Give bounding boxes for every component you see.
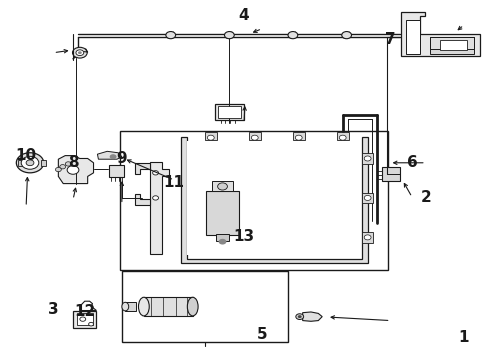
Text: 11: 11: [164, 175, 185, 190]
Polygon shape: [150, 162, 169, 253]
Circle shape: [78, 51, 82, 54]
Bar: [73, 311, 97, 328]
Bar: [125, 302, 136, 311]
Bar: [144, 297, 193, 316]
Circle shape: [153, 171, 159, 175]
Bar: [41, 160, 46, 166]
Bar: [206, 192, 239, 234]
Bar: [249, 132, 261, 140]
Circle shape: [60, 165, 66, 169]
Ellipse shape: [187, 297, 198, 316]
Bar: [293, 132, 305, 140]
Ellipse shape: [122, 302, 129, 311]
Text: 7: 7: [385, 32, 396, 47]
Text: 4: 4: [239, 8, 249, 23]
Circle shape: [219, 239, 226, 244]
Bar: [109, 165, 124, 177]
Text: 3: 3: [48, 302, 59, 317]
Bar: [121, 131, 388, 270]
Circle shape: [364, 156, 371, 161]
Circle shape: [364, 235, 371, 240]
Bar: [362, 232, 373, 243]
Text: 10: 10: [16, 148, 37, 163]
Polygon shape: [181, 137, 368, 263]
Bar: [430, 37, 474, 54]
Text: 13: 13: [233, 229, 255, 244]
Polygon shape: [401, 12, 480, 56]
Circle shape: [76, 50, 84, 55]
Bar: [77, 314, 93, 325]
Bar: [337, 132, 348, 140]
Bar: [18, 160, 23, 166]
Circle shape: [16, 153, 44, 173]
Circle shape: [166, 32, 175, 39]
Circle shape: [73, 47, 87, 58]
Polygon shape: [303, 312, 322, 321]
Text: 8: 8: [68, 155, 78, 170]
Text: 6: 6: [407, 155, 417, 170]
Circle shape: [26, 160, 34, 166]
Bar: [215, 104, 244, 120]
Text: 1: 1: [459, 329, 469, 345]
Circle shape: [251, 135, 258, 140]
Bar: [187, 141, 356, 255]
Circle shape: [296, 314, 304, 319]
Polygon shape: [98, 151, 122, 159]
Circle shape: [65, 162, 71, 166]
Circle shape: [67, 166, 79, 174]
Bar: [216, 234, 229, 241]
Bar: [406, 20, 420, 54]
Circle shape: [153, 196, 159, 200]
Circle shape: [89, 322, 94, 326]
Circle shape: [110, 154, 117, 159]
Ellipse shape: [139, 297, 149, 316]
Polygon shape: [135, 194, 150, 205]
Circle shape: [55, 167, 61, 172]
Circle shape: [295, 135, 302, 140]
Text: 2: 2: [420, 190, 431, 205]
Bar: [430, 37, 474, 49]
Text: 12: 12: [74, 305, 96, 319]
Bar: [122, 271, 288, 342]
Polygon shape: [135, 163, 150, 174]
Circle shape: [298, 315, 302, 318]
Circle shape: [80, 317, 86, 321]
Circle shape: [218, 183, 227, 190]
Bar: [362, 193, 373, 203]
Circle shape: [288, 32, 298, 39]
Circle shape: [342, 32, 351, 39]
Bar: [362, 153, 373, 164]
Circle shape: [207, 135, 214, 140]
Bar: [382, 167, 400, 181]
Text: 5: 5: [257, 327, 268, 342]
Polygon shape: [80, 301, 97, 311]
Bar: [218, 106, 241, 118]
Circle shape: [21, 156, 39, 169]
Circle shape: [339, 135, 346, 140]
Polygon shape: [58, 156, 94, 184]
Text: 9: 9: [117, 151, 127, 166]
Bar: [212, 181, 233, 192]
Circle shape: [364, 195, 371, 201]
Bar: [205, 132, 217, 140]
Bar: [441, 40, 467, 50]
Circle shape: [224, 32, 234, 39]
